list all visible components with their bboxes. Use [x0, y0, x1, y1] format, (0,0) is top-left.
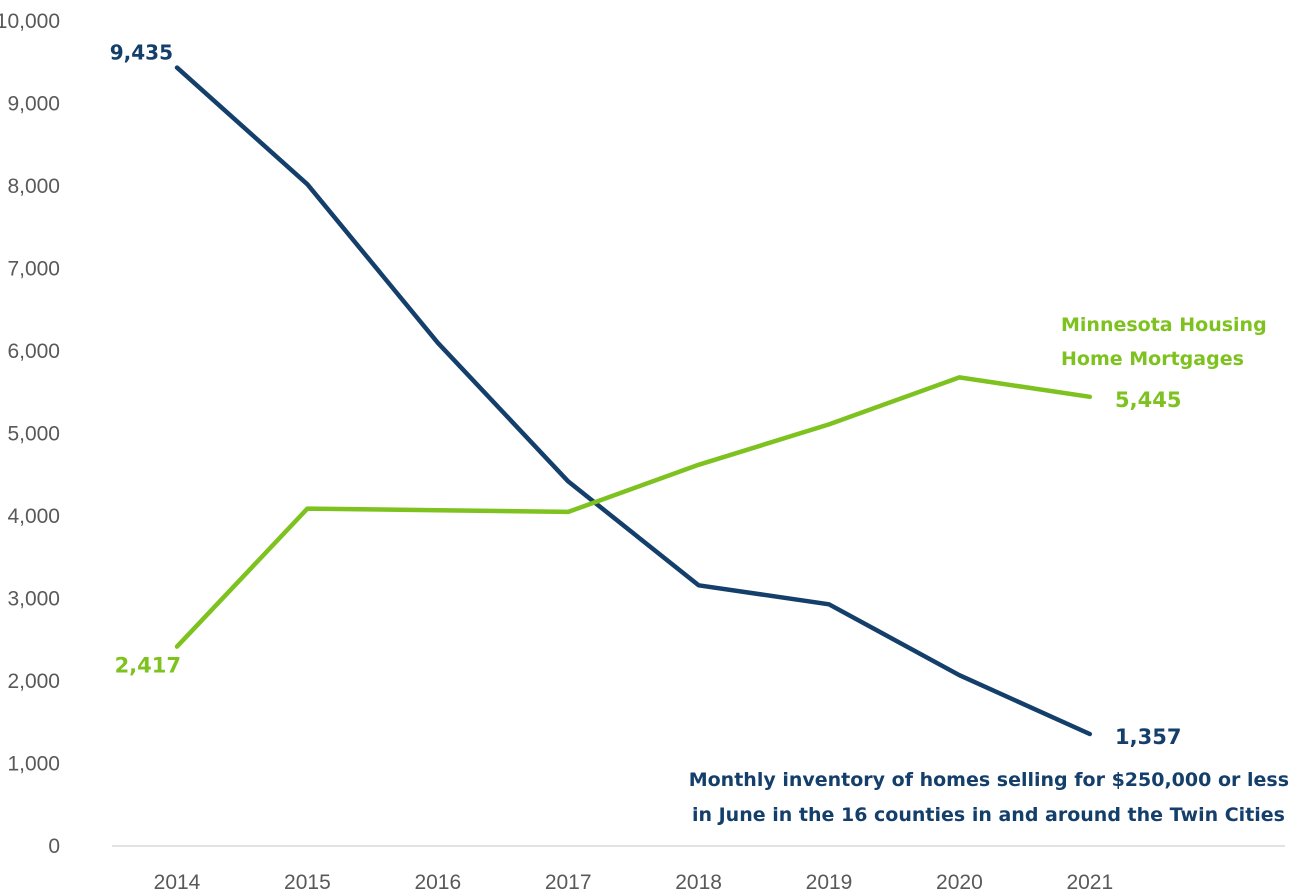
data-label-start: 9,435 [110, 41, 173, 65]
series-labels: 9,435 1,357 Monthly inventory of homes sel… [110, 41, 1289, 826]
series-name-line: Monthly inventory of homes selling for $… [689, 769, 1289, 791]
y-tick-label: 0 [48, 835, 60, 858]
x-axis-ticks: 2014 2015 2016 2017 2018 2019 2020 2021 [154, 871, 1114, 894]
x-tick-label: 2021 [1066, 871, 1113, 894]
x-tick-label: 2015 [284, 871, 331, 894]
series-name-line: Minnesota Housing [1061, 314, 1267, 336]
x-tick-label: 2018 [675, 871, 722, 894]
y-tick-label: 4,000 [7, 505, 60, 528]
y-tick-label: 8,000 [7, 175, 60, 198]
x-tick-label: 2020 [936, 871, 983, 894]
y-tick-label: 3,000 [7, 588, 60, 611]
y-tick-label: 9,000 [7, 93, 60, 116]
series-name-line: Home Mortgages [1061, 348, 1244, 370]
series-line-1 [174, 375, 1093, 649]
y-tick-label: 6,000 [7, 340, 60, 363]
x-tick-label: 2016 [414, 871, 461, 894]
y-tick-label: 5,000 [7, 423, 60, 446]
series-lines [174, 65, 1093, 737]
series-name-line: in June in the 16 counties in and around… [692, 804, 1285, 826]
x-tick-label: 2014 [154, 871, 201, 894]
data-label-end: 5,445 [1115, 388, 1181, 412]
data-label-end: 1,357 [1115, 725, 1181, 749]
y-tick-label: 1,000 [7, 753, 60, 776]
data-label-start: 2,417 [115, 654, 181, 678]
y-tick-label: 10,000 [0, 10, 60, 33]
y-axis-ticks: 0 1,000 2,000 3,000 4,000 5,000 6,000 7,000 8,00… [0, 10, 60, 858]
y-tick-label: 7,000 [7, 258, 60, 281]
y-tick-label: 2,000 [7, 670, 60, 693]
series-line-0 [174, 65, 1093, 737]
x-tick-label: 2019 [806, 871, 853, 894]
x-tick-label: 2017 [545, 871, 592, 894]
